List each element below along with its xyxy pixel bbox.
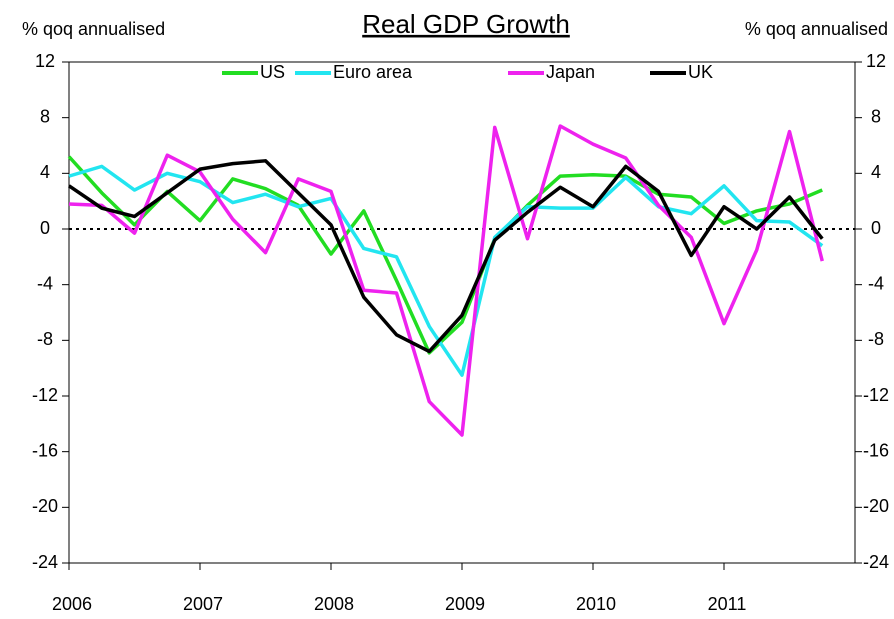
y-tick-label: 8 — [40, 106, 50, 126]
x-tick-label: 2007 — [183, 594, 223, 614]
series-line — [68, 159, 824, 354]
x-tick-label: 2008 — [314, 594, 354, 614]
y2-tick-label: -16 — [863, 440, 889, 460]
y-tick-label: -24 — [32, 552, 58, 572]
y-tick-label: -16 — [32, 440, 58, 460]
x-tick-label: 2011 — [708, 594, 747, 614]
y2-tick-label: 12 — [866, 51, 886, 71]
y2-tick-label: 0 — [871, 218, 881, 238]
y-axis-label: % qoq annualised — [22, 19, 165, 39]
y2-axis-label: % qoq annualised — [745, 19, 888, 39]
legend-label: Japan — [546, 62, 595, 82]
x-tick-label: 2009 — [445, 594, 485, 614]
y-tick-label: -12 — [32, 385, 58, 405]
series-line — [68, 124, 824, 437]
y-tick-label: 12 — [35, 51, 55, 71]
legend-label: US — [260, 62, 285, 82]
y-tick-label: -4 — [37, 273, 53, 293]
x-tick-label: 2006 — [52, 594, 92, 614]
series-line — [67, 155, 823, 355]
y-tick-label: 0 — [40, 218, 50, 238]
y2-tick-label: -4 — [868, 273, 884, 293]
legend-label: Euro area — [333, 62, 413, 82]
y-tick-label: -8 — [37, 329, 53, 349]
y2-tick-label: -24 — [863, 552, 889, 572]
series-line — [68, 164, 824, 377]
y2-tick-label: -8 — [868, 329, 884, 349]
y-tick-label: 4 — [40, 162, 50, 182]
y2-tick-label: -12 — [863, 385, 889, 405]
x-tick-label: 2010 — [576, 594, 616, 614]
y2-tick-label: -20 — [863, 496, 889, 516]
y2-tick-label: 4 — [871, 162, 881, 182]
y-tick-label: -20 — [32, 496, 58, 516]
chart-title: Real GDP Growth — [362, 9, 570, 39]
y2-tick-label: 8 — [871, 106, 881, 126]
legend-label: UK — [688, 62, 713, 82]
